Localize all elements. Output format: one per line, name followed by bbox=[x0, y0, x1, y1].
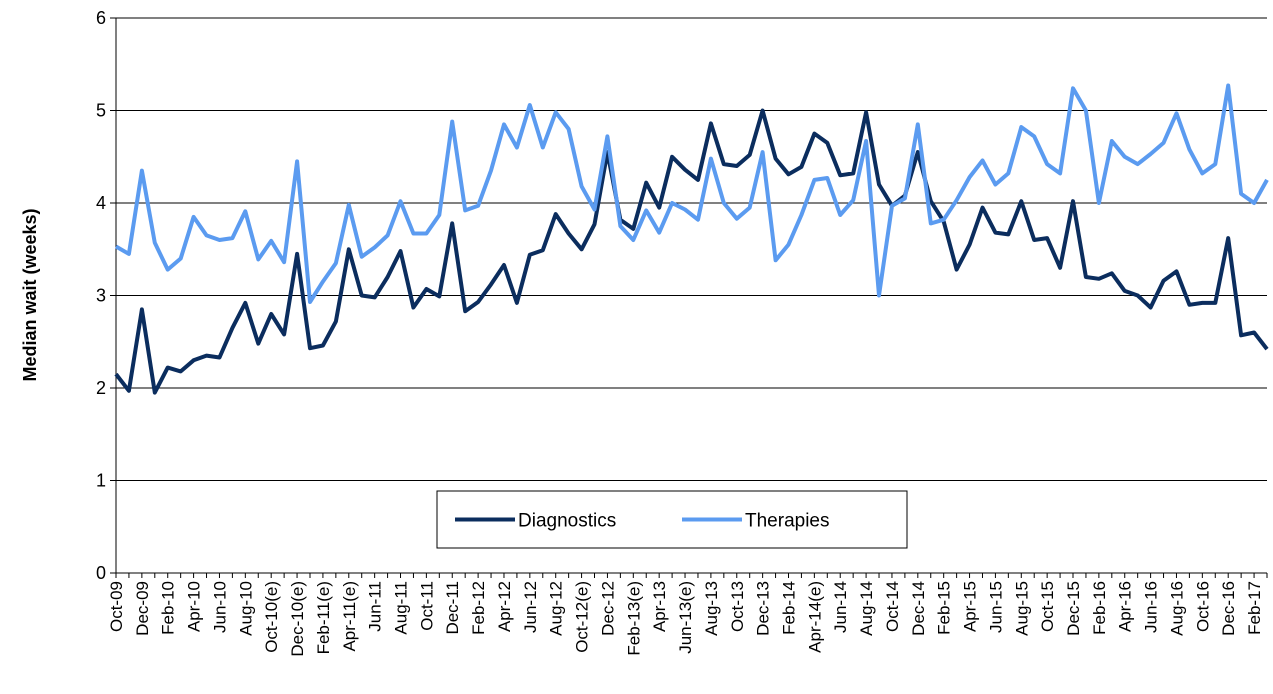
y-tick-label: 4 bbox=[96, 193, 106, 213]
x-tick-label: Aug-15 bbox=[1012, 581, 1031, 636]
x-tick-label: Apr-11(e) bbox=[340, 581, 359, 652]
x-tick-label: Dec-11 bbox=[443, 581, 462, 635]
x-tick-label: Aug-13 bbox=[702, 581, 721, 636]
x-tick-label: Dec-14 bbox=[909, 581, 928, 636]
x-tick-label: Aug-11 bbox=[392, 581, 411, 635]
x-tick-label: Feb-17 bbox=[1245, 581, 1264, 635]
y-axis-title: Median wait (weeks) bbox=[20, 208, 40, 381]
y-tick-label: 6 bbox=[96, 8, 106, 28]
x-tick-label: Oct-11 bbox=[417, 581, 436, 631]
x-tick-label: Apr-14(e) bbox=[805, 581, 824, 653]
x-tick-label: Dec-10(e) bbox=[288, 581, 307, 657]
x-tick-label: Dec-12 bbox=[598, 581, 617, 636]
x-tick-label: Feb-13(e) bbox=[624, 581, 643, 656]
x-tick-label: Aug-10 bbox=[236, 581, 255, 636]
x-tick-label: Jun-11 bbox=[366, 581, 385, 632]
x-tick-label: Feb-10 bbox=[159, 581, 178, 635]
legend-label: Therapies bbox=[745, 511, 830, 532]
x-tick-label: Feb-12 bbox=[469, 581, 488, 635]
y-tick-label: 5 bbox=[96, 101, 106, 121]
x-tick-label: Apr-10 bbox=[185, 581, 204, 632]
x-tick-label: Apr-16 bbox=[1116, 581, 1135, 632]
x-tick-label: Jun-14 bbox=[831, 581, 850, 633]
line-series bbox=[114, 108, 1269, 395]
x-tick-label: Apr-12 bbox=[495, 581, 514, 632]
x-tick-label: Aug-14 bbox=[857, 581, 876, 636]
y-tick-label: 3 bbox=[96, 286, 106, 306]
x-tick-label: Oct-10(e) bbox=[262, 581, 281, 653]
x-tick-label: Jun-12 bbox=[521, 581, 540, 633]
x-tick-label: Oct-14 bbox=[883, 581, 902, 632]
legend-box bbox=[436, 490, 908, 549]
x-tick-label: Oct-09 bbox=[107, 581, 126, 632]
x-tick-label: Oct-12(e) bbox=[573, 581, 592, 653]
x-tick-label: Apr-15 bbox=[961, 581, 980, 632]
x-tick-label: Aug-12 bbox=[547, 581, 566, 636]
x-tick-label: Dec-13 bbox=[754, 581, 773, 636]
x-tick-label: Feb-14 bbox=[779, 581, 798, 635]
x-tick-label: Dec-16 bbox=[1219, 581, 1238, 636]
x-tick-label: Feb-11(e) bbox=[314, 581, 333, 654]
y-tick-label: 2 bbox=[96, 378, 106, 398]
line-series bbox=[115, 83, 1269, 304]
x-tick-label: Jun-15 bbox=[986, 581, 1005, 633]
x-tick-label: Oct-15 bbox=[1038, 581, 1057, 632]
x-tick-label: Jun-16 bbox=[1142, 581, 1161, 633]
x-tick-label: Dec-09 bbox=[133, 581, 152, 636]
x-tick-label: Oct-13 bbox=[728, 581, 747, 632]
y-tick-label: 0 bbox=[96, 563, 106, 583]
x-tick-label: Jun-10 bbox=[210, 581, 229, 633]
x-tick-label: Feb-15 bbox=[935, 581, 954, 635]
x-tick-label: Dec-15 bbox=[1064, 581, 1083, 636]
x-tick-label: Oct-16 bbox=[1193, 581, 1212, 632]
y-tick-label: 1 bbox=[96, 471, 106, 491]
x-tick-label: Feb-16 bbox=[1090, 581, 1109, 635]
x-tick-label: Aug-16 bbox=[1167, 581, 1186, 636]
legend-label: Diagnostics bbox=[518, 511, 616, 532]
x-tick-label: Apr-13 bbox=[650, 581, 669, 632]
x-tick-label: Jun-13(e) bbox=[676, 581, 695, 654]
